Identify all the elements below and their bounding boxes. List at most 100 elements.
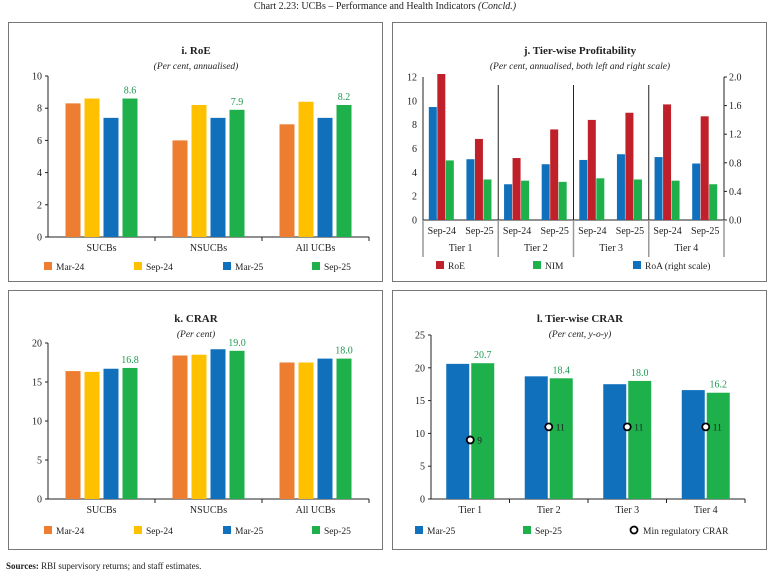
x-tick-label: SUCBs — [86, 243, 116, 254]
bar-mar-24-nsucbs — [172, 355, 188, 499]
sources-text: RBI supervisory returns; and staff estim… — [41, 561, 202, 571]
bar-nim — [445, 160, 454, 220]
min-crar-label: 11 — [634, 423, 643, 433]
x-tick-label: SUCBs — [86, 505, 116, 516]
bar-sep-25-tier-1 — [471, 363, 495, 499]
x-tick-label: Sep-25 — [616, 226, 644, 237]
bar-roe — [625, 112, 634, 220]
legend-label: Sep-24 — [146, 527, 173, 537]
y-tick-label-left: 0 — [412, 216, 417, 227]
y-tick-label-left: 8 — [412, 120, 417, 131]
y-tick-label-left: 12 — [407, 73, 417, 84]
bar-mar-25-all-ucbs — [317, 117, 333, 237]
min-crar-label: 11 — [713, 423, 722, 433]
crar-chart: k. CRAR (Per cent) 0 5 10 15 20 SUCBs 16.8 NSUCBs… — [32, 313, 370, 537]
legend-swatch-mar-24 — [44, 526, 52, 534]
chart-subtitle: (Per cent, y-o-y) — [549, 329, 612, 340]
data-label: 8.6 — [124, 86, 137, 97]
panel-crar: k. CRAR (Per cent) 0 5 10 15 20 SUCBs 16.8 NSUCBs… — [8, 290, 383, 550]
bar-mar-25-tier-1 — [446, 363, 470, 499]
tier-label: Tier 2 — [524, 243, 548, 254]
page-title-text: Chart 2.23: UCBs – Performance and Healt… — [253, 1, 476, 12]
legend-label: RoA (right scale) — [645, 261, 710, 272]
x-tick-label: Tier 3 — [615, 505, 639, 516]
bar-nim — [596, 178, 605, 220]
legend-label: Sep-25 — [324, 527, 351, 537]
min-crar-marker — [701, 422, 711, 432]
bar-sep-25-tier-4 — [706, 392, 730, 499]
y-tick-label-left: 2 — [412, 192, 417, 203]
y-tick-label-right: 0.8 — [729, 158, 742, 169]
bar-mar-25-sucbs — [103, 368, 119, 499]
y-tick-label: 10 — [32, 417, 42, 428]
legend-label: Sep-25 — [324, 263, 351, 273]
y-tick-label: 15 — [32, 378, 42, 389]
legend-swatch-mar-25 — [223, 262, 231, 270]
bar-mar-25-nsucbs — [210, 117, 226, 237]
legend-swatch-roa — [633, 261, 641, 269]
y-tick-label: 0 — [37, 495, 42, 506]
bar-mar-24-all-ucbs — [279, 124, 295, 237]
bar-sep-25-sucbs — [122, 367, 138, 499]
y-tick-label-left: 4 — [412, 168, 417, 179]
legend-swatch-mar-25 — [415, 526, 423, 534]
chart-title: i. RoE — [181, 45, 210, 57]
bar-sep-24-sucbs — [84, 98, 100, 237]
bar-roe — [437, 74, 446, 220]
sources-note: Sources: RBI supervisory returns; and st… — [6, 561, 201, 571]
bar-mar-25-sucbs — [103, 117, 119, 237]
bar-roe — [474, 138, 483, 220]
page-title: Chart 2.23: UCBs – Performance and Healt… — [0, 1, 770, 12]
tier-crar-chart: l. Tier-wise CRAR (Per cent, y-o-y) 0 5 10 15… — [415, 313, 746, 537]
legend-swatch-nim — [533, 261, 541, 269]
bar-nim — [521, 180, 530, 220]
legend-swatch-roe — [436, 261, 444, 269]
tier-profitability-chart: j. Tier-wise Profitability (Per cent, ann… — [407, 45, 742, 272]
min-crar-marker — [465, 435, 475, 445]
bar-sep-24-sucbs — [84, 371, 100, 499]
chart-title: j. Tier-wise Profitability — [523, 45, 637, 57]
y-tick-label: 15 — [415, 396, 425, 407]
roe-chart: i. RoE (Per cent, annualised) 0 2 4 6 8 10 SUCBs… — [32, 45, 370, 273]
y-tick-label-right: 1.6 — [729, 101, 742, 112]
legend-label: Mar-25 — [427, 527, 456, 537]
bar-sep-25-all-ucbs — [336, 104, 352, 237]
legend-swatch-sep-24 — [134, 262, 142, 270]
y-tick-label: 5 — [37, 456, 42, 467]
bar-sep-25-sucbs — [122, 98, 138, 237]
data-label: 18.0 — [335, 346, 353, 357]
x-tick-label: Sep-25 — [541, 226, 569, 237]
bar-sep-24-all-ucbs — [298, 101, 314, 237]
data-label: 18.4 — [553, 365, 571, 376]
legend-label: RoE — [448, 262, 465, 272]
y-tick-label: 10 — [32, 72, 42, 83]
y-tick-label: 2 — [37, 200, 42, 211]
bar-roa — [541, 164, 550, 220]
legend-label: Mar-25 — [235, 527, 264, 537]
sources-label: Sources: — [6, 561, 39, 571]
chart-subtitle: (Per cent) — [177, 329, 215, 340]
y-tick-label: 25 — [415, 331, 425, 342]
bar-roe — [512, 158, 521, 220]
y-tick-label: 0 — [37, 233, 42, 244]
chart-subtitle: (Per cent, annualised) — [154, 61, 239, 72]
legend-swatch-sep-25 — [312, 526, 320, 534]
bar-mar-25-all-ucbs — [317, 358, 333, 499]
bar-roa — [428, 107, 437, 220]
bar-mar-24-sucbs — [65, 371, 81, 499]
page-title-suffix: (Concld.) — [478, 1, 517, 12]
y-tick-label-right: 0.0 — [729, 216, 742, 227]
bar-mar-24-sucbs — [65, 103, 81, 238]
min-crar-marker — [544, 422, 554, 432]
bar-roe — [550, 129, 559, 220]
bar-roa — [466, 159, 475, 220]
bar-mar-24-nsucbs — [172, 140, 188, 237]
bar-mar-25-tier-4 — [681, 390, 705, 499]
bar-roa — [616, 154, 625, 220]
data-label: 16.8 — [121, 355, 139, 366]
panel-tier-crar: l. Tier-wise CRAR (Per cent, y-o-y) 0 5 10 15… — [392, 290, 767, 550]
bar-nim — [709, 184, 718, 220]
data-label: 8.2 — [338, 92, 351, 103]
bar-sep-25-nsucbs — [229, 109, 245, 237]
y-tick-label: 6 — [37, 136, 42, 147]
